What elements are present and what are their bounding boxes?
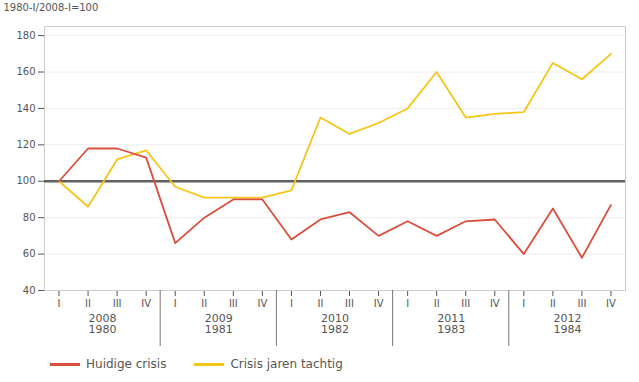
html-text:Huidige crisis: Huidige crisis [86, 357, 167, 371]
svg-text:120: 120 [16, 139, 35, 150]
svg-text:IV: IV [257, 298, 267, 309]
svg-text:II: II [318, 298, 324, 309]
svg-text:100: 100 [16, 175, 35, 186]
svg-text:II: II [550, 298, 556, 309]
svg-text:III: III [229, 298, 238, 309]
svg-text:III: III [461, 298, 470, 309]
svg-text:IV: IV [141, 298, 151, 309]
svg-text:160: 160 [16, 66, 35, 77]
svg-text:I: I [290, 298, 293, 309]
svg-text:IV: IV [490, 298, 500, 309]
svg-text:60: 60 [23, 248, 36, 259]
svg-text:20111983: 20111983 [437, 312, 465, 336]
svg-text:I: I [174, 298, 177, 309]
svg-text:20101982: 20101982 [321, 312, 349, 336]
svg-text:II: II [201, 298, 207, 309]
svg-text:40: 40 [23, 285, 36, 296]
svg-text:IV: IV [374, 298, 384, 309]
svg-text:20091981: 20091981 [205, 312, 233, 336]
svg-text:180: 180 [16, 30, 35, 41]
svg-text:80: 80 [23, 212, 36, 223]
html-text:Crisis jaren tachtig: Crisis jaren tachtig [230, 357, 343, 371]
svg-text:II: II [85, 298, 91, 309]
svg-text:I: I [522, 298, 525, 309]
svg-text:III: III [577, 298, 586, 309]
svg-text:III: III [113, 298, 122, 309]
svg-text:20081980: 20081980 [89, 312, 117, 336]
svg-text:III: III [345, 298, 354, 309]
svg-text:II: II [434, 298, 440, 309]
svg-text:20121984: 20121984 [553, 312, 581, 336]
svg-text:140: 140 [16, 103, 35, 114]
svg-text:I: I [406, 298, 409, 309]
svg-text:1980-I/2008-I=100: 1980-I/2008-I=100 [4, 2, 99, 13]
svg-text:I: I [58, 298, 61, 309]
svg-text:IV: IV [606, 298, 616, 309]
